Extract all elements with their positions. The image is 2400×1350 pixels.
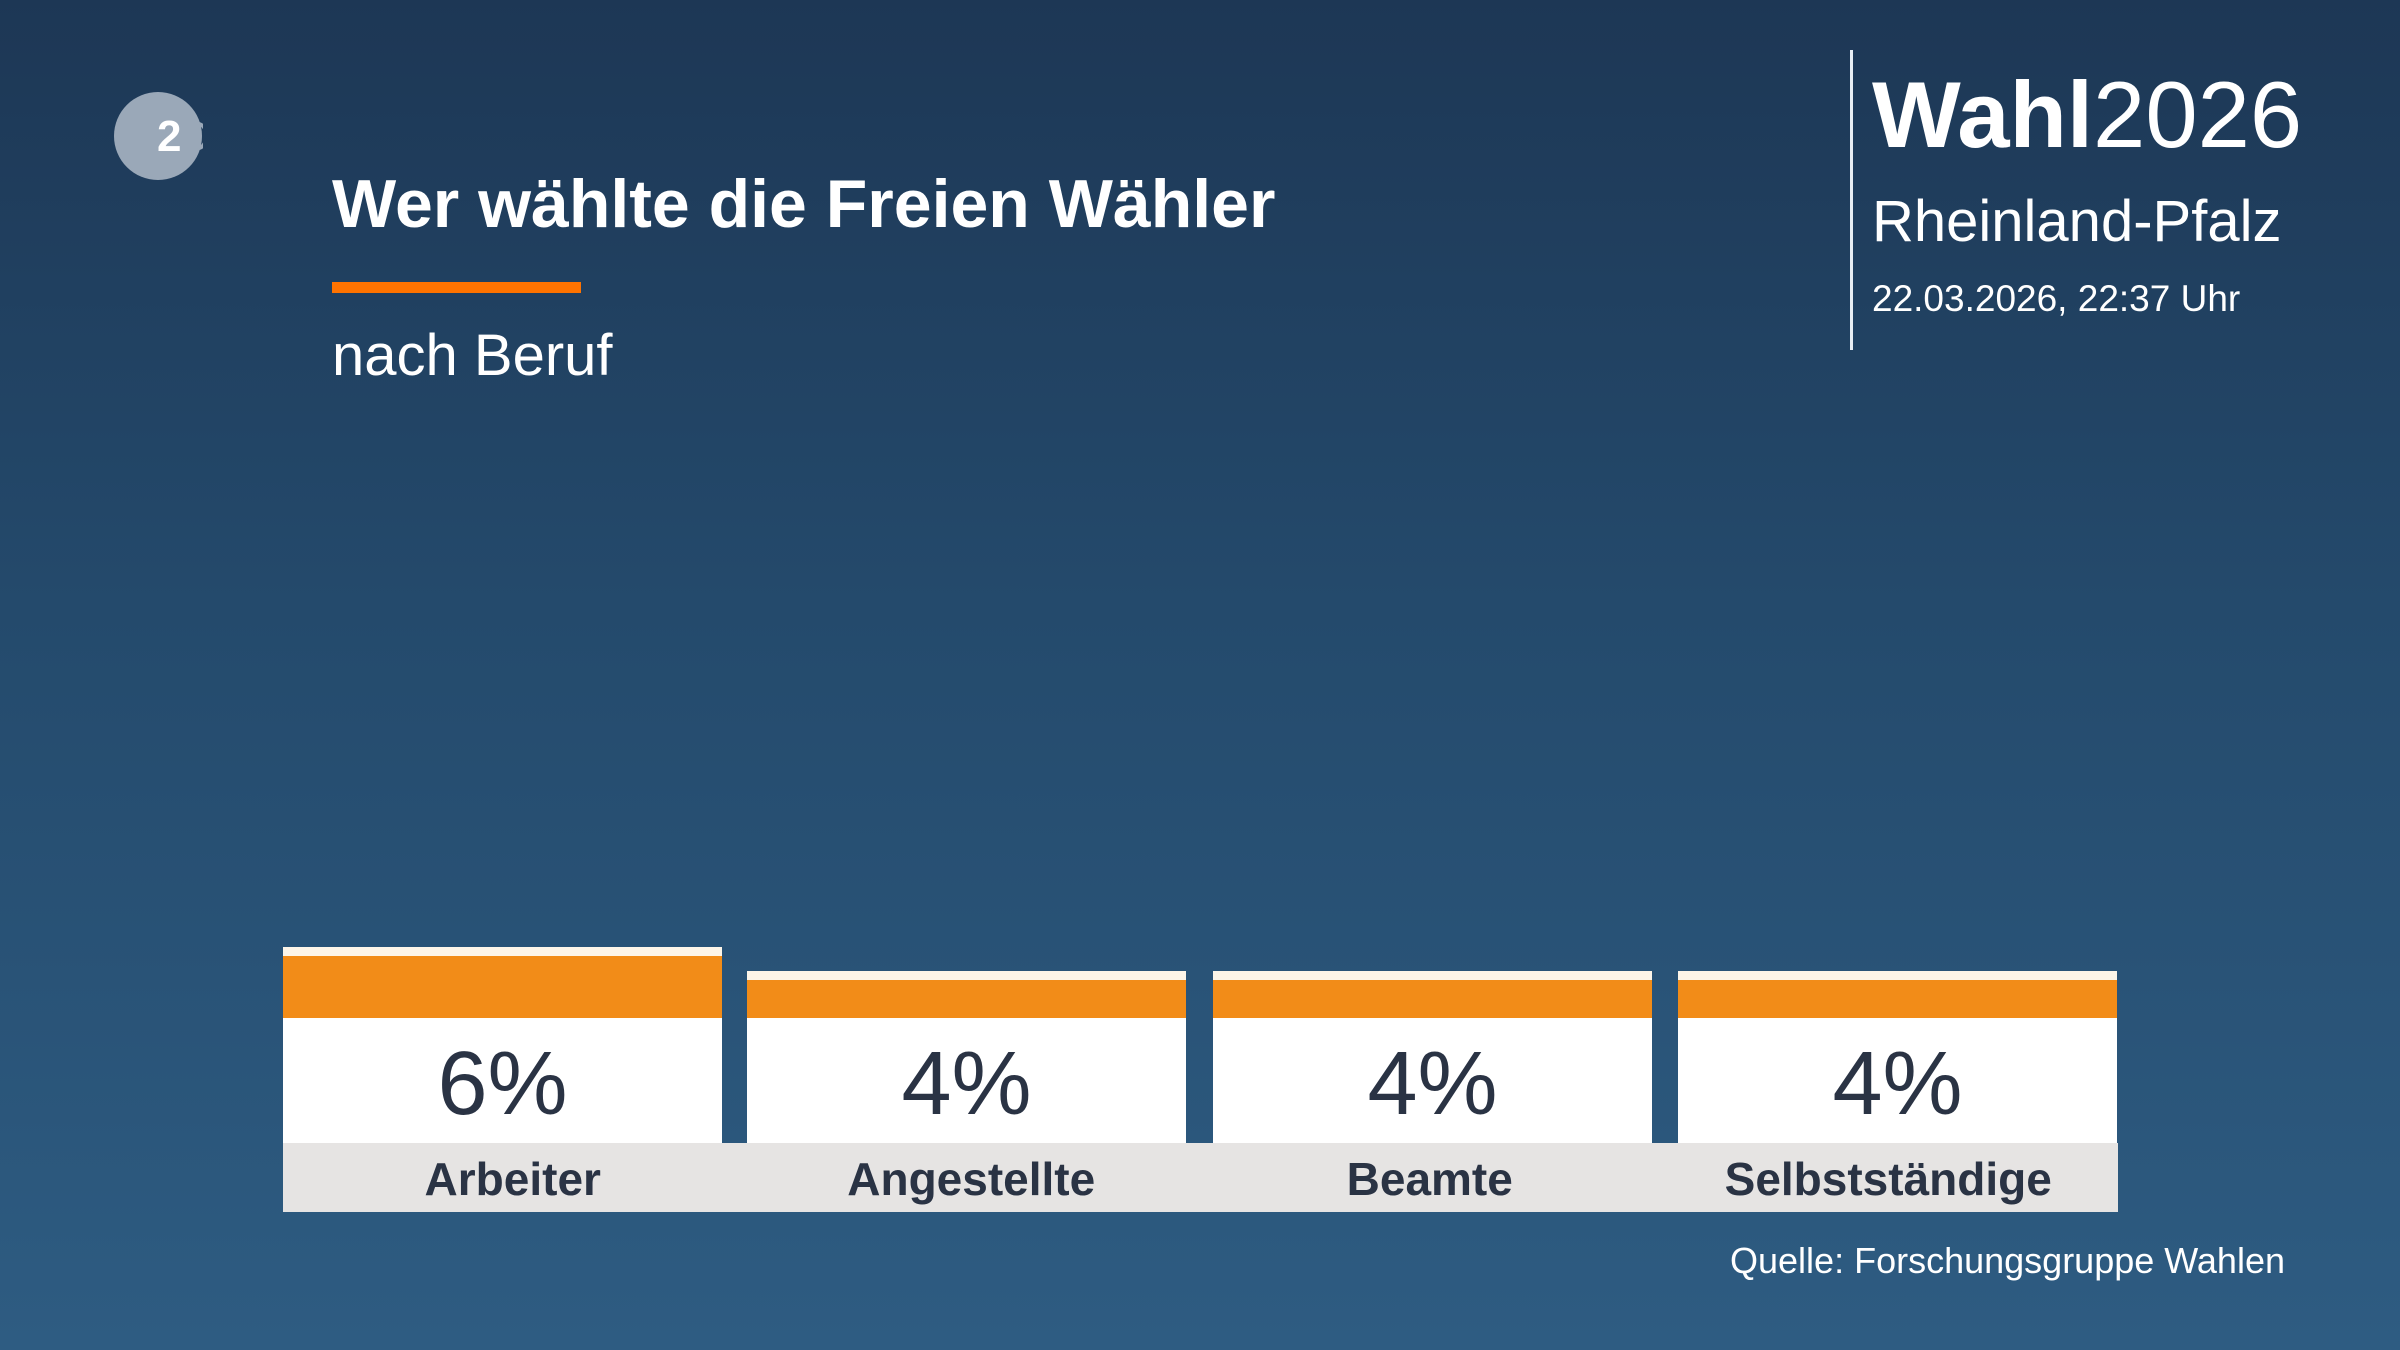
bar-highlight bbox=[1678, 970, 2117, 980]
bar-fill bbox=[747, 979, 1186, 1018]
divider bbox=[1850, 50, 1853, 350]
data-label: 6% bbox=[283, 1018, 722, 1143]
bar-fill bbox=[1678, 979, 2117, 1018]
category-label: Arbeiter bbox=[283, 1143, 743, 1212]
bar-highlight bbox=[747, 970, 1186, 980]
category-label: Angestellte bbox=[741, 1143, 1201, 1212]
bar-highlight bbox=[1213, 970, 1652, 980]
bar-angestellte bbox=[747, 970, 1186, 1018]
bar-beamte bbox=[1213, 970, 1652, 1018]
bar-fill bbox=[283, 956, 722, 1018]
chart-subtitle: nach Beruf bbox=[332, 323, 613, 388]
data-label: 4% bbox=[747, 1018, 1186, 1143]
data-label: 4% bbox=[1678, 1018, 2117, 1143]
chart-title: Wer wählte die Freien Wähler bbox=[332, 166, 1276, 242]
brand-year: 2026 bbox=[2093, 62, 2303, 167]
bar-fill bbox=[1213, 979, 1652, 1018]
timestamp: 22.03.2026, 22:37 Uhr bbox=[1872, 278, 2241, 319]
title-underline bbox=[332, 282, 581, 293]
data-label: 4% bbox=[1213, 1018, 1652, 1143]
category-label: Selbstständige bbox=[1658, 1143, 2118, 1212]
brand-wahl: Wahl bbox=[1872, 62, 2094, 167]
source-note: Quelle: Forschungsgruppe Wahlen bbox=[1730, 1240, 2285, 1281]
bar-highlight bbox=[283, 947, 722, 957]
brand-title: Wahl2026 bbox=[1872, 68, 2302, 162]
region: Rheinland-Pfalz bbox=[1872, 189, 2282, 254]
bar-arbeiter bbox=[283, 947, 722, 1018]
category-label: Beamte bbox=[1200, 1143, 1660, 1212]
bar-selbstständige bbox=[1678, 970, 2117, 1018]
svg-text:DF: DF bbox=[179, 112, 203, 161]
svg-text:2: 2 bbox=[157, 112, 181, 161]
zdf-logo: 2 DF bbox=[114, 92, 203, 180]
